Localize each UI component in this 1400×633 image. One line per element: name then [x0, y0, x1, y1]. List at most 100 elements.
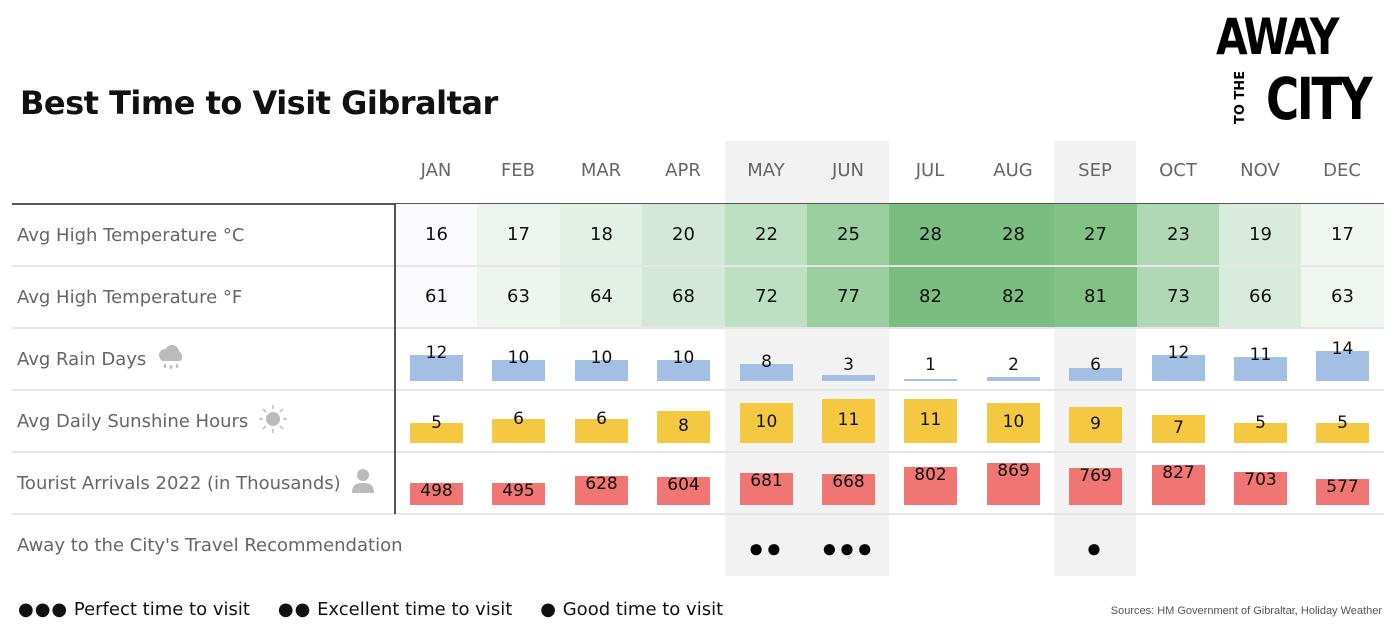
legend-good: ● Good time to visit: [540, 599, 724, 620]
rain-bar: 1: [904, 321, 957, 381]
tourist-bar: 668: [822, 445, 875, 505]
sunshine-bar-fill: [492, 419, 545, 443]
month-header: MAY: [747, 160, 785, 181]
tourist-bar-fill: [987, 463, 1040, 505]
rain-bar-value: 10: [672, 348, 695, 368]
rain-bar-value: 8: [761, 352, 772, 372]
sunshine-bar-value: 6: [596, 409, 607, 429]
temp-f-cell: 61: [395, 266, 478, 327]
rain-bar: 10: [575, 321, 628, 381]
temp-c-cell: 28: [889, 204, 972, 265]
rain-bar: 6: [1069, 321, 1122, 381]
rain-bar-fill: [904, 379, 957, 381]
sunshine-bar-value: 10: [755, 412, 778, 432]
rain-bar-fill: [410, 355, 463, 381]
temp-f-cell: 72: [725, 266, 808, 327]
temp-c-cell: 27: [1054, 204, 1137, 265]
temp-f-cell: 66: [1219, 266, 1302, 327]
sunshine-bar-value: 5: [1337, 413, 1348, 433]
rain-bar-fill: [1234, 357, 1287, 381]
tourist-bar: 869: [987, 445, 1040, 505]
tourist-bar: 498: [410, 445, 463, 505]
logo-to-the: TO THE: [1233, 70, 1248, 124]
rain-bar-value: 10: [507, 348, 530, 368]
temp-c-cell: 25: [807, 204, 890, 265]
month-header: JUN: [832, 160, 864, 181]
sunshine-bar-fill: [822, 399, 875, 443]
temp-f-cell: 77: [807, 266, 890, 327]
sources-note: Sources: HM Government of Gibraltar, Hol…: [1110, 605, 1382, 617]
row-divider: [12, 327, 1384, 329]
temp-c-cell: 28: [972, 204, 1055, 265]
sunshine-bar-value: 8: [678, 416, 689, 436]
sunshine-bar: 7: [1152, 383, 1205, 443]
temp-c-cell: 17: [1301, 204, 1384, 265]
tourist-bar: 769: [1069, 445, 1122, 505]
sunshine-bar-value: 11: [919, 410, 942, 430]
tourist-bar-value: 577: [1326, 477, 1359, 497]
month-header: FEB: [500, 160, 536, 181]
month-header: SEP: [1078, 160, 1112, 181]
tourist-bar-fill: [904, 467, 957, 505]
row-label-tourists: Tourist Arrivals 2022 (in Thousands): [17, 468, 375, 498]
temp-c-cell: 18: [560, 204, 643, 265]
rain-bar-fill: [657, 360, 710, 381]
tourist-bar-fill: [657, 477, 710, 505]
recommendation-dots: ●: [1086, 533, 1104, 563]
sunshine-bar-fill: [987, 403, 1040, 443]
temp-c-cell: 20: [642, 204, 725, 265]
tourist-bar-value: 827: [1162, 463, 1195, 483]
rain-bar-value: 10: [590, 348, 613, 368]
sunshine-bar: 11: [904, 383, 957, 443]
rain-bar-value: 14: [1331, 339, 1354, 359]
sunshine-bar-fill: [1316, 423, 1369, 443]
temp-f-cell: 82: [972, 266, 1055, 327]
tourist-bar-value: 769: [1079, 466, 1112, 486]
rain-bar-value: 1: [925, 355, 936, 375]
rain-bar-fill: [575, 360, 628, 381]
tourist-bar-value: 495: [502, 481, 535, 501]
rain-cloud-icon: [156, 344, 184, 375]
sunshine-bar: 6: [575, 383, 628, 443]
rain-bar-value: 12: [425, 343, 448, 363]
rain-bar: 14: [1316, 321, 1369, 381]
temp-c-cell: 19: [1219, 204, 1302, 265]
tourist-bar-value: 802: [914, 465, 947, 485]
temp-f-cell: 81: [1054, 266, 1137, 327]
rain-bar: 3: [822, 321, 875, 381]
logo-away: AWAY: [1216, 8, 1339, 66]
away-to-the-city-logo: AWAY TO THE CITY: [1216, 12, 1386, 133]
sunshine-bar-value: 6: [513, 409, 524, 429]
tourist-bar: 628: [575, 445, 628, 505]
tourist-bar-fill: [1234, 472, 1287, 505]
sunshine-bar: 10: [987, 383, 1040, 443]
tourist-bar: 681: [740, 445, 793, 505]
tourist-bar-value: 668: [832, 472, 865, 492]
recommendation-dots: [1301, 534, 1383, 562]
tourist-bar-value: 628: [585, 474, 618, 494]
logo-city: CITY: [1266, 65, 1373, 133]
tourist-bar-value: 869: [997, 461, 1030, 481]
month-header: OCT: [1159, 160, 1197, 181]
rain-bar: 12: [1152, 321, 1205, 381]
tourist-bar-value: 498: [420, 481, 453, 501]
tourist-bar: 827: [1152, 445, 1205, 505]
tourist-bar-fill: [1069, 468, 1122, 505]
recommendation-dots: [477, 534, 559, 562]
tourist-bar: 703: [1234, 445, 1287, 505]
sunshine-bar: 8: [657, 383, 710, 443]
temp-c-cell: 23: [1137, 204, 1220, 265]
tourist-bar: 802: [904, 445, 957, 505]
sunshine-bar-fill: [1069, 407, 1122, 443]
temp-c-cell: 16: [395, 204, 478, 265]
row-divider: [12, 265, 1384, 267]
month-header: APR: [665, 160, 701, 181]
rain-bar: 2: [987, 321, 1040, 381]
row-label-temp-c: Avg High Temperature °C: [17, 224, 245, 246]
recommendation-dots: [560, 534, 642, 562]
sunshine-bar-value: 9: [1090, 414, 1101, 434]
month-header: NOV: [1240, 160, 1280, 181]
rain-bar-fill: [740, 364, 793, 381]
recommendation-dots: [972, 534, 1054, 562]
sunshine-bar: 5: [1234, 383, 1287, 443]
